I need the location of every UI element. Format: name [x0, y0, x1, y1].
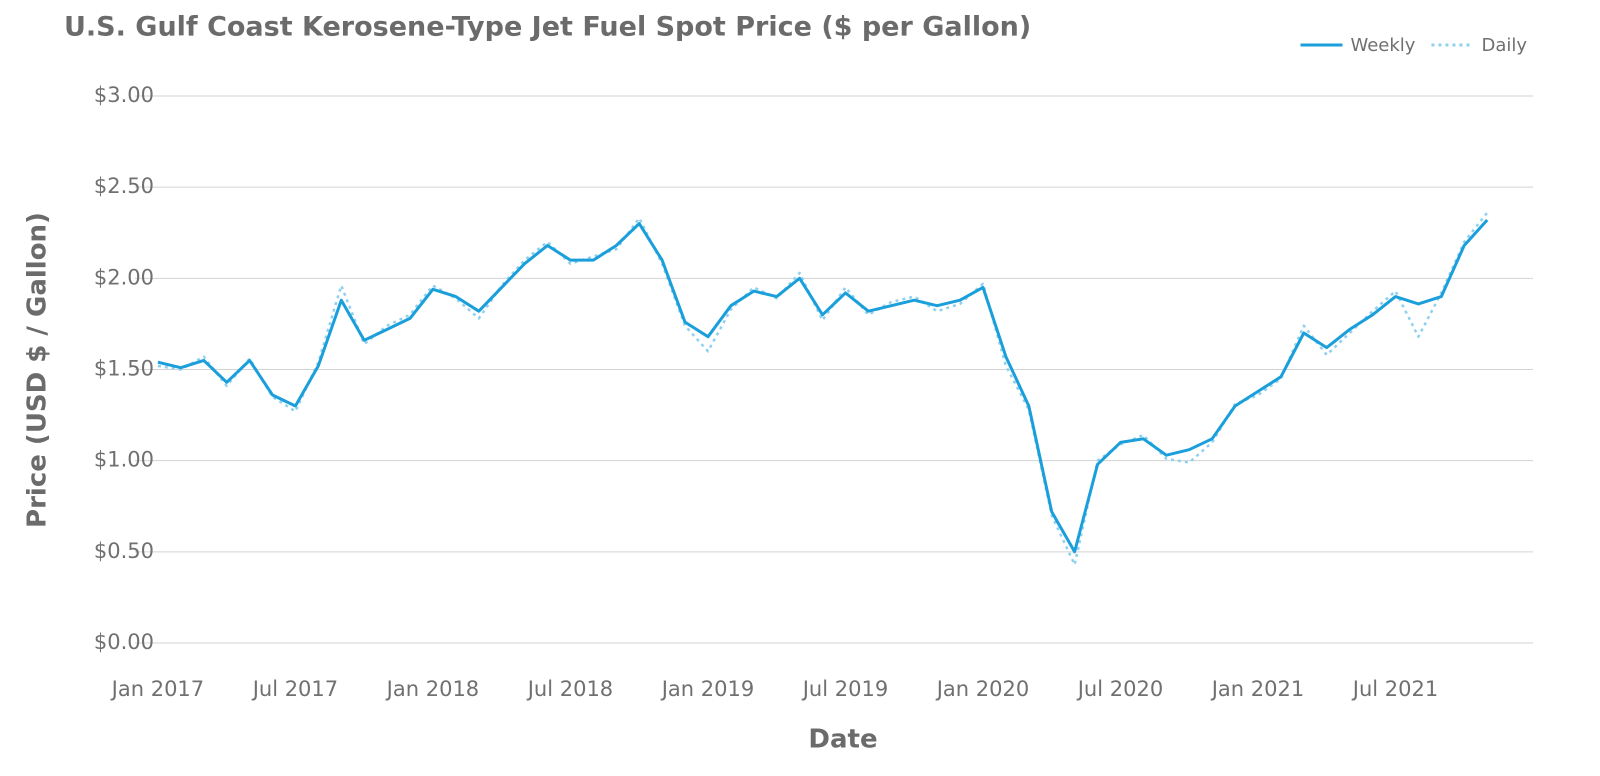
- legend-label: Daily: [1481, 35, 1527, 56]
- y-tick-label: $1.50: [94, 357, 154, 381]
- x-tick-label: Jul 2021: [1351, 677, 1438, 701]
- y-tick-label: $2.50: [94, 174, 154, 198]
- x-tick-label: Jan 2017: [110, 677, 205, 701]
- y-tick-label: $1.00: [94, 448, 154, 472]
- x-tick-label: Jul 2018: [526, 677, 613, 701]
- x-tick-label: Jan 2020: [935, 677, 1030, 701]
- line-weekly: [157, 218, 1489, 554]
- x-tick-label: Jul 2017: [251, 677, 338, 701]
- x-axis-title: Date: [808, 725, 877, 755]
- legend-label: Weekly: [1350, 35, 1415, 56]
- x-tick-label: Jan 2018: [385, 677, 480, 701]
- y-axis-title: Price (USD $ / Gallon): [23, 212, 53, 528]
- x-tick-label: Jul 2020: [1076, 677, 1163, 701]
- x-tick-label: Jul 2019: [801, 677, 888, 701]
- y-tick-label: $3.00: [94, 83, 154, 107]
- y-tick-label: $2.00: [94, 265, 154, 289]
- line-daily: [157, 211, 1489, 566]
- y-tick-label: $0.00: [94, 630, 154, 654]
- x-tick-label: Jan 2019: [660, 677, 755, 701]
- chart-title: U.S. Gulf Coast Kerosene-Type Jet Fuel S…: [64, 12, 1031, 43]
- y-tick-label: $0.50: [94, 539, 154, 563]
- x-tick-label: Jan 2021: [1210, 677, 1305, 701]
